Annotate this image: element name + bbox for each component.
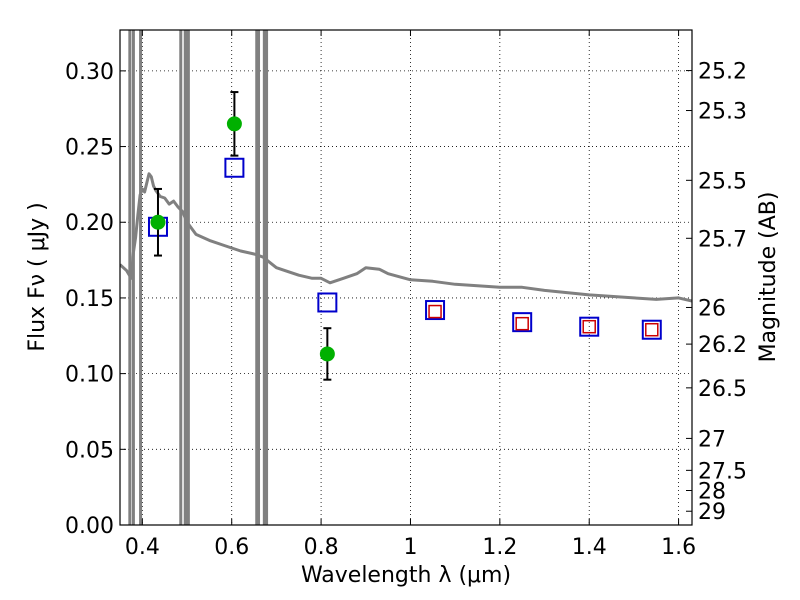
x-tick-label: 1.4 [572,535,607,560]
y-tick-label: 0.25 [65,136,114,161]
plot-clip-group [120,30,692,525]
model-sed-curve [120,172,692,303]
x-tick-label: 1 [403,535,417,560]
data-layer [120,30,692,525]
x-axis-label: Wavelength λ (μm) [301,563,511,588]
x-tick-label: 1.6 [661,535,696,560]
x-tick-label: 0.6 [214,535,249,560]
y2-tick-label: 26.5 [698,377,747,402]
predicted-flux-square [428,304,442,319]
model-photometry-square [317,292,338,313]
y-tick-label: 0.20 [65,211,114,236]
model-photometry-square [579,316,600,337]
x-tick-label: 0.4 [125,535,160,560]
x-tick-label: 1.2 [482,535,517,560]
predicted-flux-square [515,316,529,331]
model-photometry-square [512,312,533,333]
predicted-flux-square [645,322,659,337]
y-tick-label: 0.05 [65,438,114,463]
y-axis-label: Flux Fν ( μJy ) [25,202,50,351]
y-tick-label: 0.30 [65,60,114,85]
y2-tick-label: 25.5 [698,169,747,194]
y-tick-label: 0.15 [65,287,114,312]
observed-flux-point [150,214,166,230]
y2-tick-label: 25.2 [698,60,747,85]
y2-tick-label: 25.3 [698,100,747,125]
model-photometry-square [425,300,446,321]
x-tick-label: 0.8 [304,535,339,560]
y2-axis-label: Magnitude (AB) [756,192,781,363]
y2-tick-label: 28 [698,479,726,504]
y2-tick-label: 27 [698,427,726,452]
y2-tick-label: 27.5 [698,459,747,484]
model-photometry-square [224,157,245,178]
tick-layer: 0.4 0.6 0.8 1 1.2 1.4 1.6 0.00 0.05 0.10 0.15 0.20 0… [65,30,747,560]
y-tick-label: 0.10 [65,363,114,388]
predicted-flux-square [582,319,596,334]
observed-flux-point [226,116,242,132]
model-photometry-square [641,319,662,340]
y2-tick-label: 26 [698,296,726,321]
y2-tick-label: 25.7 [698,227,747,252]
y2-tick-label: 29 [698,500,726,525]
plot-frame [119,29,693,526]
y-tick-label: 0.00 [65,514,114,539]
observed-flux-point [319,346,335,362]
y2-tick-label: 26.2 [698,333,747,358]
